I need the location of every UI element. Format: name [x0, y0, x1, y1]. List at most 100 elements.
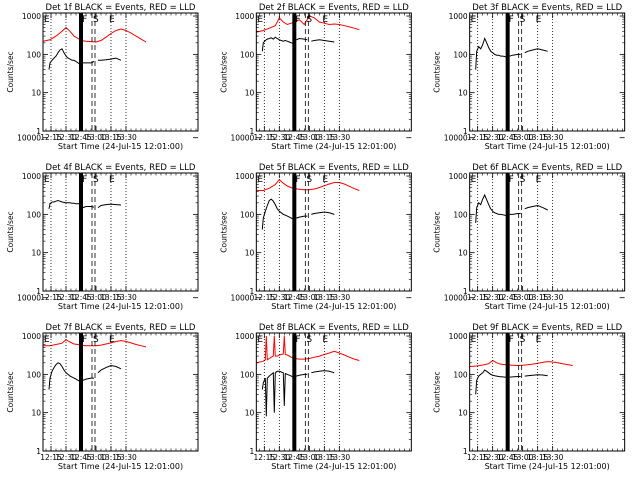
flare-marker-bar: [292, 333, 297, 451]
plot-frame: [255, 172, 412, 292]
marker-letter: S: [93, 175, 99, 185]
marker-letter: E: [536, 335, 542, 345]
y-tick-label: 10: [31, 409, 41, 418]
marker-letter: F: [509, 175, 514, 185]
y-tick-label: 1: [250, 447, 255, 456]
flare-marker-bar: [505, 333, 510, 451]
series-lld-line: [256, 335, 360, 364]
y-tick-label: 10: [458, 409, 468, 418]
series-events-line: [48, 48, 81, 70]
x-tick-label: 12:45: [284, 133, 306, 142]
x-tick-label: 13:15: [100, 453, 122, 462]
x-tick-label: 12:45: [497, 453, 519, 462]
series-events-line: [82, 377, 94, 381]
x-axis-label: Start Time (24-Jul-15 12:01:00): [58, 462, 183, 471]
flare-marker-bar: [505, 13, 510, 131]
x-tick-label: 13:30: [329, 133, 351, 142]
plot-frame: [469, 332, 626, 452]
marker-letter: E: [322, 335, 328, 345]
x-tick-label: 13:30: [542, 293, 564, 302]
y-tick-label: 10: [31, 89, 41, 98]
x-tick-label: 13:15: [100, 133, 122, 142]
x-tick-label: 12:15: [40, 133, 62, 142]
series-lld-line: [256, 15, 360, 33]
panel-title: Det 2f BLACK = Events, RED = LLD: [259, 3, 409, 13]
panel-title: Det 1f BLACK = Events, RED = LLD: [46, 3, 196, 13]
y-tick-label: 10: [458, 249, 468, 258]
y-tick-label: 10: [245, 409, 255, 418]
marker-letter: F: [295, 15, 300, 25]
y-tick-label: 10000: [230, 294, 254, 303]
x-tick-label: 12:30: [269, 453, 291, 462]
x-tick-label: 13:00: [85, 133, 107, 142]
series-lld-line: [256, 178, 360, 191]
marker-letter: F: [509, 335, 514, 345]
series-events-line: [261, 198, 294, 230]
x-tick-label: 12:15: [467, 453, 489, 462]
marker-letter: E: [322, 175, 328, 185]
marker-letter: E: [109, 335, 115, 345]
x-axis-label: Start Time (24-Jul-15 12:01:00): [271, 302, 396, 311]
series-events-line: [98, 57, 122, 61]
x-tick-label: 12:15: [467, 293, 489, 302]
y-tick-label: 1: [36, 127, 41, 136]
x-axis-label: Start Time (24-Jul-15 12:01:00): [58, 142, 183, 151]
x-tick-label: 13:00: [85, 293, 107, 302]
series-events-line: [261, 36, 294, 52]
y-tick-label: 1: [36, 287, 41, 296]
x-tick-label: 12:45: [70, 133, 92, 142]
x-tick-label: 13:00: [512, 453, 534, 462]
series-events-line: [524, 48, 548, 54]
x-tick-label: 12:30: [269, 293, 291, 302]
series-events-line: [296, 373, 308, 377]
x-tick-label: 12:45: [70, 453, 92, 462]
y-tick-label: 10000: [17, 294, 41, 303]
marker-letter: S: [306, 175, 312, 185]
series-events-line: [475, 193, 507, 223]
series-events-line: [97, 203, 122, 209]
y-tick-label: 100: [240, 210, 255, 219]
series-events-line: [509, 376, 521, 378]
x-tick-label: 12:15: [40, 293, 62, 302]
marker-letter: S: [520, 335, 526, 345]
y-tick-label: 10: [245, 89, 255, 98]
marker-letter: E: [257, 175, 263, 185]
x-tick-label: 13:15: [527, 133, 549, 142]
plot-frame: [255, 332, 412, 452]
y-axis-label: Counts/sec: [433, 371, 442, 412]
marker-letter: E: [536, 175, 542, 185]
y-tick-label: 100: [27, 50, 42, 59]
panel-title: Det 6f BLACK = Events, RED = LLD: [472, 163, 622, 173]
x-axis-label: Start Time (24-Jul-15 12:01:00): [485, 302, 610, 311]
series-events-line: [524, 374, 548, 377]
panel-title: Det 5f BLACK = Events, RED = LLD: [259, 163, 409, 173]
series-lld-line: [469, 359, 573, 367]
x-tick-label: 12:30: [482, 453, 504, 462]
marker-letter: E: [109, 15, 115, 25]
x-tick-label: 12:30: [482, 293, 504, 302]
x-tick-label: 13:30: [115, 453, 137, 462]
y-tick-label: 100: [27, 210, 42, 219]
y-tick-label: 10: [245, 249, 255, 258]
x-tick-label: 13:30: [329, 293, 351, 302]
x-tick-label: 13:00: [512, 133, 534, 142]
series-lld-line: [43, 26, 147, 43]
series-events-line: [311, 211, 335, 215]
y-tick-label: 1: [250, 287, 255, 296]
x-tick-label: 12:30: [55, 133, 77, 142]
y-axis-label: Counts/sec: [433, 211, 442, 252]
marker-letter: S: [306, 15, 312, 25]
marker-letter: F: [295, 175, 300, 185]
marker-letter: S: [93, 15, 99, 25]
y-tick-label: 1000: [22, 12, 41, 21]
series-events-line: [296, 215, 308, 219]
y-tick-label: 10: [458, 89, 468, 98]
x-axis-label: Start Time (24-Jul-15 12:01:00): [485, 462, 610, 471]
flare-marker-bar: [79, 333, 83, 451]
x-tick-label: 13:00: [299, 133, 321, 142]
flare-marker-bar: [79, 13, 83, 131]
series-events-line: [524, 204, 548, 211]
